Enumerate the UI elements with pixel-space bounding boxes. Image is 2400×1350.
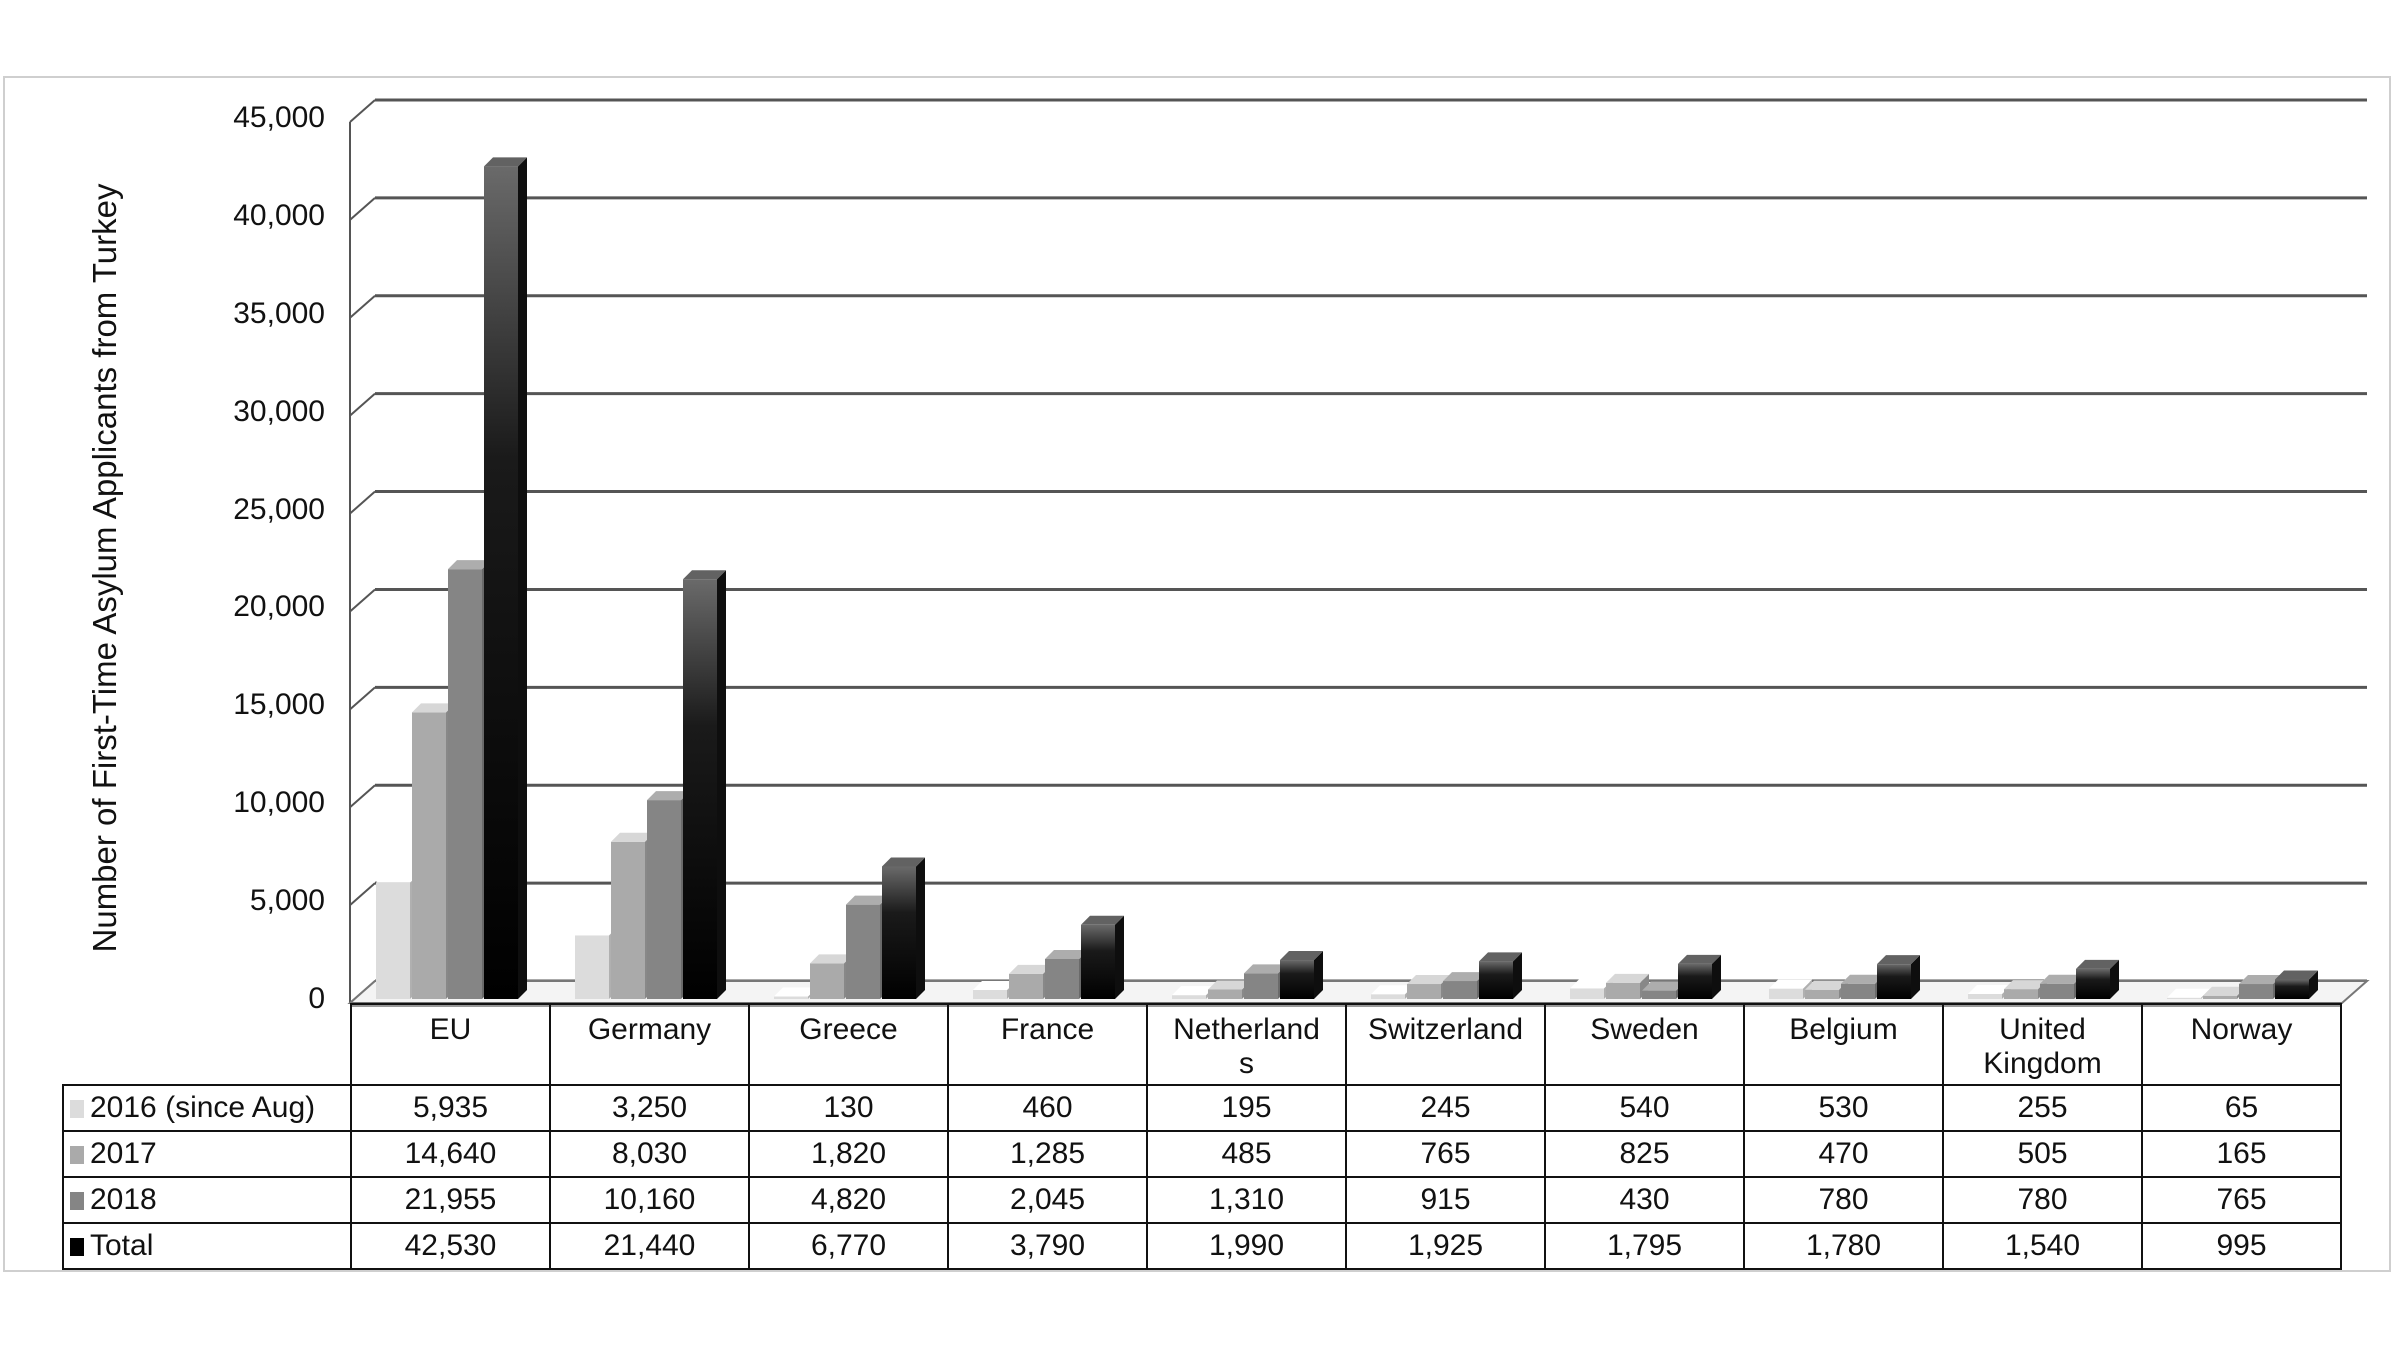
- data-table-header: EU Germany Greece France Netherland s Switzerl…: [63, 1003, 2342, 1086]
- y-tick-label: 20,000: [233, 590, 325, 624]
- table-cell: 2,045: [947, 1176, 1148, 1224]
- legend-swatch-icon: [70, 1100, 84, 1118]
- y-tick-label: 40,000: [233, 198, 325, 232]
- table-cell: 485: [1146, 1130, 1347, 1178]
- table-cell: 780: [1743, 1176, 1944, 1224]
- series-legend-label: 2016 (since Aug): [62, 1084, 352, 1132]
- table-cell: 21,440: [549, 1222, 750, 1270]
- table-cell: 470: [1743, 1130, 1944, 1178]
- table-cell: 1,780: [1743, 1222, 1944, 1270]
- table-cell: 6,770: [748, 1222, 949, 1270]
- y-tick-label: 10,000: [233, 786, 325, 820]
- data-table-row: 2018 21,955 10,160 4,820 2,045 1,310 915 430 780…: [62, 1176, 2342, 1224]
- y-axis-label: Number of First-Time Asylum Applicants f…: [86, 183, 123, 953]
- data-table-row: 2016 (since Aug) 5,935 3,250 130 460 195 245 54…: [62, 1084, 2342, 1132]
- table-cell: 165: [2141, 1130, 2342, 1178]
- table-cell: 245: [1345, 1084, 1546, 1132]
- table-cell: 430: [1544, 1176, 1745, 1224]
- table-cell: 540: [1544, 1084, 1745, 1132]
- bar: [1280, 951, 1323, 999]
- data-table-row: Total 42,530 21,440 6,770 3,790 1,990 1,925 1,7…: [62, 1222, 2342, 1270]
- table-cell: 1,990: [1146, 1222, 1347, 1270]
- bar: [2076, 959, 2119, 999]
- table-cell: 14,640: [350, 1130, 551, 1178]
- table-cell: 255: [1942, 1084, 2143, 1132]
- table-cell: 825: [1544, 1130, 1745, 1178]
- data-table: EU Germany Greece France Netherland s Switzerl…: [62, 1003, 2342, 1270]
- legend-swatch-icon: [70, 1146, 84, 1164]
- table-cell: 10,160: [549, 1176, 750, 1224]
- series-legend-label: Total: [62, 1222, 352, 1270]
- bar: [1678, 954, 1721, 999]
- series-legend-label: 2017: [62, 1130, 352, 1178]
- table-cell: 460: [947, 1084, 1148, 1132]
- data-table-corner: [63, 1004, 352, 1085]
- table-cell: 1,540: [1942, 1222, 2143, 1270]
- category-header: Netherland s: [1146, 1003, 1347, 1086]
- bar: [484, 157, 527, 999]
- bar: [882, 857, 925, 999]
- table-cell: 915: [1345, 1176, 1546, 1224]
- category-header: France: [947, 1003, 1148, 1086]
- table-cell: 765: [1345, 1130, 1546, 1178]
- legend-swatch-icon: [70, 1192, 84, 1210]
- table-cell: 780: [1942, 1176, 2143, 1224]
- table-cell: 21,955: [350, 1176, 551, 1224]
- series-legend-label: 2018: [62, 1176, 352, 1224]
- table-cell: 505: [1942, 1130, 2143, 1178]
- category-header: Greece: [748, 1003, 949, 1086]
- bar: [683, 570, 726, 999]
- category-header: Switzerland: [1345, 1003, 1546, 1086]
- category-header: United Kingdom: [1942, 1003, 2143, 1086]
- bar: [1479, 952, 1522, 999]
- table-cell: 1,310: [1146, 1176, 1347, 1224]
- y-tick-label: 25,000: [233, 492, 325, 526]
- table-cell: 765: [2141, 1176, 2342, 1224]
- table-cell: 4,820: [748, 1176, 949, 1224]
- table-cell: 1,285: [947, 1130, 1148, 1178]
- y-tick-label: 15,000: [233, 688, 325, 722]
- bar: [1081, 915, 1124, 999]
- y-tick-label: 5,000: [249, 884, 325, 918]
- table-cell: 65: [2141, 1084, 2342, 1132]
- bar: [2275, 970, 2318, 999]
- y-tick-label: 35,000: [233, 296, 325, 330]
- table-cell: 5,935: [350, 1084, 551, 1132]
- bar: [1877, 955, 1920, 999]
- data-table-row: 2017 14,640 8,030 1,820 1,285 485 765 825 470 505…: [62, 1130, 2342, 1178]
- bar: [810, 954, 853, 999]
- category-header: Germany: [549, 1003, 750, 1086]
- table-cell: 995: [2141, 1222, 2342, 1270]
- y-tick-label: 30,000: [233, 394, 325, 428]
- table-cell: 1,925: [1345, 1222, 1546, 1270]
- table-cell: 130: [748, 1084, 949, 1132]
- table-cell: 8,030: [549, 1130, 750, 1178]
- table-cell: 3,790: [947, 1222, 1148, 1270]
- category-header: Sweden: [1544, 1003, 1745, 1086]
- bars: [376, 157, 2318, 999]
- table-cell: 3,250: [549, 1084, 750, 1132]
- category-header: Norway: [2141, 1003, 2342, 1086]
- table-cell: 530: [1743, 1084, 1944, 1132]
- table-cell: 195: [1146, 1084, 1347, 1132]
- legend-swatch-icon: [70, 1238, 84, 1256]
- table-cell: 1,820: [748, 1130, 949, 1178]
- y-tick-label: 45,000: [233, 101, 325, 134]
- table-cell: 1,795: [1544, 1222, 1745, 1270]
- category-header: EU: [350, 1003, 551, 1086]
- category-header: Belgium: [1743, 1003, 1944, 1086]
- table-cell: 42,530: [350, 1222, 551, 1270]
